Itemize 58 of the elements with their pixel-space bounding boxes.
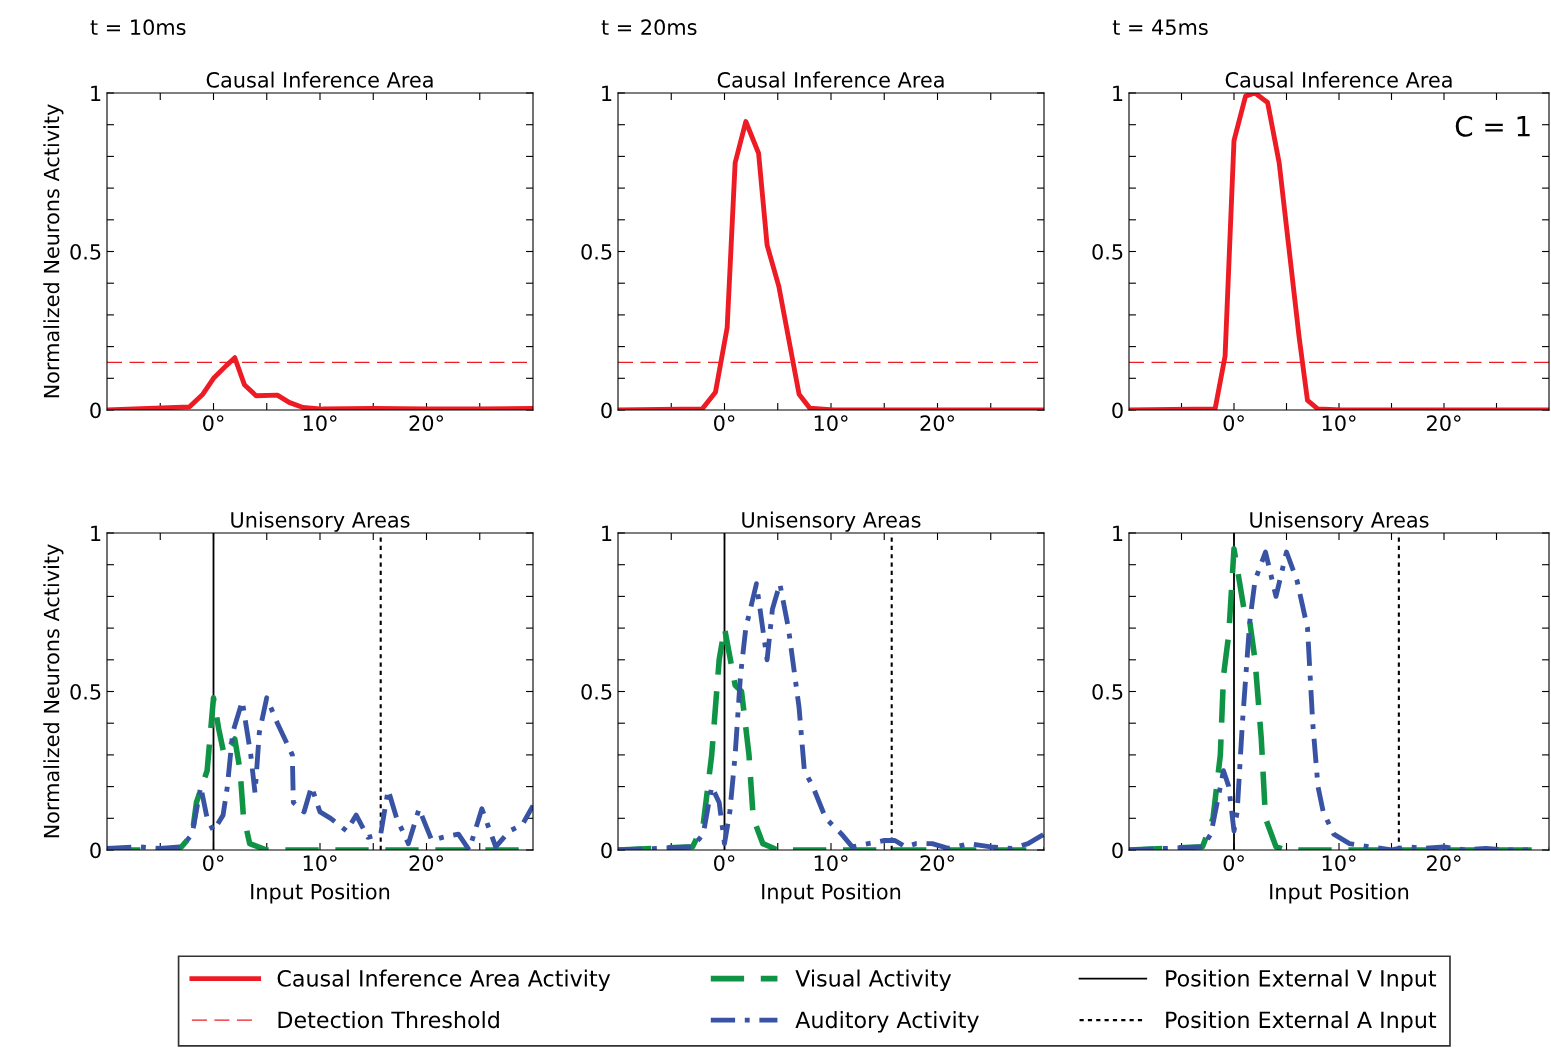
x-tick-label: 20° (409, 855, 443, 871)
chart-title: Unisensory Areas (231, 511, 410, 532)
legend-label: Detection Threshold (278, 1011, 499, 1029)
y-tick-label: 0.5 (70, 683, 101, 700)
x-tick-label: 0° (203, 415, 224, 431)
x-tick-label: 20° (1427, 415, 1461, 431)
x-tick-label: 10° (814, 855, 848, 871)
chart-subtitle: t = 20ms (601, 19, 697, 36)
x-tick-label: 10° (303, 855, 337, 871)
chart-title: Unisensory Areas (742, 511, 921, 532)
y-tick-label: 0.5 (1092, 683, 1123, 700)
y-tick-label: 0 (1112, 402, 1123, 419)
chart-subtitle: t = 45ms (1112, 19, 1208, 36)
chart-title: Causal Inference Area (206, 71, 433, 88)
x-tick-label: 20° (920, 855, 954, 871)
y-tick-label: 1 (1113, 525, 1123, 541)
y-tick-label: 1 (602, 525, 612, 541)
x-tick-label: 20° (409, 415, 443, 431)
y-tick-label: 0.5 (581, 683, 612, 700)
x-tick-label: 0° (1223, 855, 1244, 871)
y-tick-label: 0 (601, 402, 612, 419)
y-tick-label: 0.5 (70, 243, 101, 260)
legend-label: Position External V Input (1166, 969, 1437, 992)
x-axis-title: Input Position (1270, 883, 1409, 904)
x-tick-label: 10° (1322, 855, 1356, 871)
y-tick-label: 0.5 (581, 243, 612, 260)
chart-subtitle: t = 10ms (90, 19, 186, 36)
line-series (1129, 93, 1549, 410)
y-tick-label: 0 (1112, 842, 1123, 859)
legend-label: Causal Inference Area Activity (277, 969, 611, 992)
legend-label: Auditory Activity (795, 1011, 979, 1033)
y-tick-label: 1 (1113, 85, 1123, 101)
chart-title: Causal Inference Area (717, 71, 944, 88)
y-axis-title: Normalized Neurons Activity (43, 104, 64, 398)
chart-title: Unisensory Areas (1250, 511, 1429, 532)
x-tick-label: 10° (814, 415, 848, 431)
legend-label: Position External A Input (1166, 1011, 1437, 1033)
y-tick-label: 1 (91, 85, 101, 101)
y-tick-label: 0.5 (1092, 243, 1123, 260)
y-tick-label: 0 (90, 842, 101, 859)
y-tick-label: 1 (602, 85, 612, 101)
legend-label: Visual Activity (795, 969, 952, 992)
y-tick-label: 0 (601, 842, 612, 859)
x-tick-label: 0° (1223, 415, 1244, 431)
x-tick-label: 0° (714, 415, 735, 431)
x-axis-title: Input Position (251, 883, 390, 904)
x-tick-label: 0° (714, 855, 735, 871)
x-tick-label: 0° (203, 855, 224, 871)
annotation: C = 1 (1455, 115, 1530, 137)
chart-title: Causal Inference Area (1225, 71, 1452, 88)
x-tick-label: 10° (303, 415, 337, 431)
y-tick-label: 1 (91, 525, 101, 541)
y-tick-label: 0 (90, 402, 101, 419)
x-tick-label: 20° (920, 415, 954, 431)
y-axis-title: Normalized Neurons Activity (43, 544, 64, 838)
x-tick-label: 10° (1322, 415, 1356, 431)
x-axis-title: Input Position (762, 883, 901, 904)
x-tick-label: 20° (1427, 855, 1461, 871)
